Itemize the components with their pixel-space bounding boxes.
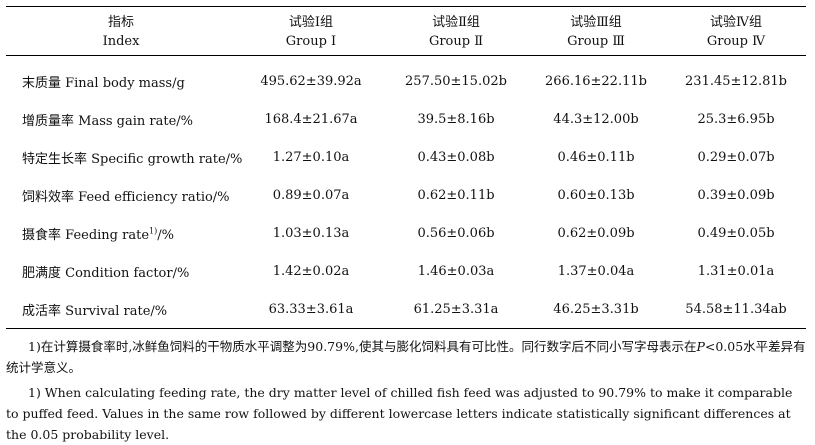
- row-label: 摄食率 Feeding rate1)/%: [22, 226, 174, 243]
- table-row: 末质量 Final body mass/g 495.62±39.92a 257.…: [6, 56, 806, 101]
- header-group-1: 试验Ⅰ组 Group Ⅰ: [285, 15, 337, 49]
- cell-value: 1.27±0.10a: [272, 149, 350, 165]
- row-label: 末质量 Final body mass/g: [22, 75, 185, 91]
- cell-value: 0.49±0.05b: [697, 225, 775, 241]
- cell-value: 1.37±0.04a: [557, 263, 635, 279]
- cell-value: 0.62±0.11b: [417, 187, 495, 203]
- cell-value: 0.62±0.09b: [557, 225, 635, 241]
- cell-value: 63.33±3.61a: [268, 301, 354, 317]
- cell-value: 0.43±0.08b: [417, 149, 495, 165]
- cell-value: 0.56±0.06b: [417, 225, 495, 241]
- row-label: 增质量率 Mass gain rate/%: [22, 113, 194, 129]
- cell-value: 0.89±0.07a: [272, 187, 350, 203]
- header-group-4: 试验Ⅳ组 Group Ⅳ: [706, 15, 766, 49]
- header-group-2: 试验Ⅱ组 Group Ⅱ: [428, 15, 484, 49]
- row-label: 特定生长率 Specific growth rate/%: [22, 151, 243, 167]
- cell-value: 0.29±0.07b: [697, 149, 775, 165]
- table-row: 增质量率 Mass gain rate/% 168.4±21.67a 39.5±…: [6, 100, 806, 138]
- table-footnotes: 1)在计算摄食率时,冰鲜鱼饲料的干物质水平调整为90.79%,使其与膨化饲料具有…: [6, 336, 806, 445]
- cell-value: 1.46±0.03a: [417, 263, 495, 279]
- cell-value: 266.16±22.11b: [545, 73, 647, 89]
- data-table-container: 指标 Index 试验Ⅰ组 Group Ⅰ 试验Ⅱ组 Group Ⅱ 试验Ⅲ组 Grou…: [6, 6, 806, 329]
- cell-value: 0.39±0.09b: [697, 187, 775, 203]
- footnote-marker: 1): [149, 226, 158, 236]
- cell-value: 61.25±3.31a: [413, 301, 499, 317]
- table-row: 特定生长率 Specific growth rate/% 1.27±0.10a …: [6, 138, 806, 176]
- row-label: 饲料效率 Feed efficiency ratio/%: [22, 189, 230, 205]
- header-index: 指标 Index: [102, 15, 140, 49]
- table-row: 摄食率 Feeding rate1)/% 1.03±0.13a 0.56±0.0…: [6, 214, 806, 252]
- cell-value: 46.25±3.31b: [553, 301, 639, 317]
- cell-value: 495.62±39.92a: [260, 73, 362, 89]
- cell-value: 0.60±0.13b: [557, 187, 635, 203]
- table-header-row: 指标 Index 试验Ⅰ组 Group Ⅰ 试验Ⅱ组 Group Ⅱ 试验Ⅲ组 Grou…: [6, 6, 806, 56]
- cell-value: 0.46±0.11b: [557, 149, 635, 165]
- cell-value: 231.45±12.81b: [685, 73, 787, 89]
- cell-value: 54.58±11.34ab: [685, 301, 787, 317]
- cell-value: 1.31±0.01a: [697, 263, 775, 279]
- growth-performance-table: 指标 Index 试验Ⅰ组 Group Ⅰ 试验Ⅱ组 Group Ⅱ 试验Ⅲ组 Grou…: [6, 6, 806, 329]
- cell-value: 168.4±21.67a: [264, 111, 358, 127]
- row-label: 肥满度 Condition factor/%: [22, 265, 190, 281]
- row-label: 成活率 Survival rate/%: [22, 303, 168, 319]
- cell-value: 257.50±15.02b: [405, 73, 507, 89]
- table-row: 饲料效率 Feed efficiency ratio/% 0.89±0.07a …: [6, 176, 806, 214]
- footnote-chinese: 1)在计算摄食率时,冰鲜鱼饲料的干物质水平调整为90.79%,使其与膨化饲料具有…: [6, 339, 806, 375]
- table-row: 肥满度 Condition factor/% 1.42±0.02a 1.46±0…: [6, 252, 806, 290]
- footnote-english: 1) When calculating feeding rate, the dr…: [6, 385, 793, 442]
- cell-value: 39.5±8.16b: [417, 111, 495, 127]
- header-group-3: 试验Ⅲ组 Group Ⅲ: [567, 15, 625, 49]
- table-row: 成活率 Survival rate/% 63.33±3.61a 61.25±3.…: [6, 290, 806, 329]
- cell-value: 1.42±0.02a: [272, 263, 350, 279]
- cell-value: 44.3±12.00b: [553, 111, 639, 127]
- cell-value: 25.3±6.95b: [697, 111, 775, 127]
- cell-value: 1.03±0.13a: [272, 225, 350, 241]
